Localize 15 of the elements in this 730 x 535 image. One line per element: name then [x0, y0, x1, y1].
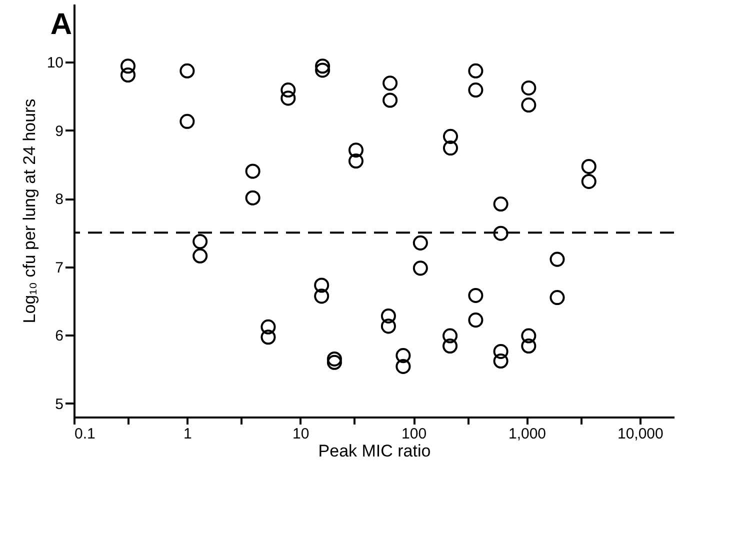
- x-tick-label: 0.1: [74, 426, 96, 442]
- chart-title: A: [50, 8, 72, 41]
- x-tick-label: 10,000: [617, 426, 664, 442]
- x-tick-label: 10: [292, 426, 310, 442]
- x-tick-label: 1,000: [508, 426, 546, 442]
- y-tick-label: 7: [55, 259, 64, 276]
- x-tick-label: 1: [184, 426, 192, 442]
- y-tick-label: 6: [55, 328, 64, 345]
- y-tick-label: 10: [46, 54, 64, 72]
- y-tick-label: 8: [55, 191, 64, 208]
- x-tick-label: 100: [402, 426, 427, 442]
- y-tick-label: 5: [55, 396, 64, 413]
- y-axis-title: Log₁₀ cfu per lung at 24 hours: [20, 98, 39, 324]
- y-tick-label: 9: [55, 122, 64, 140]
- x-axis-title: Peak MIC ratio: [318, 442, 431, 460]
